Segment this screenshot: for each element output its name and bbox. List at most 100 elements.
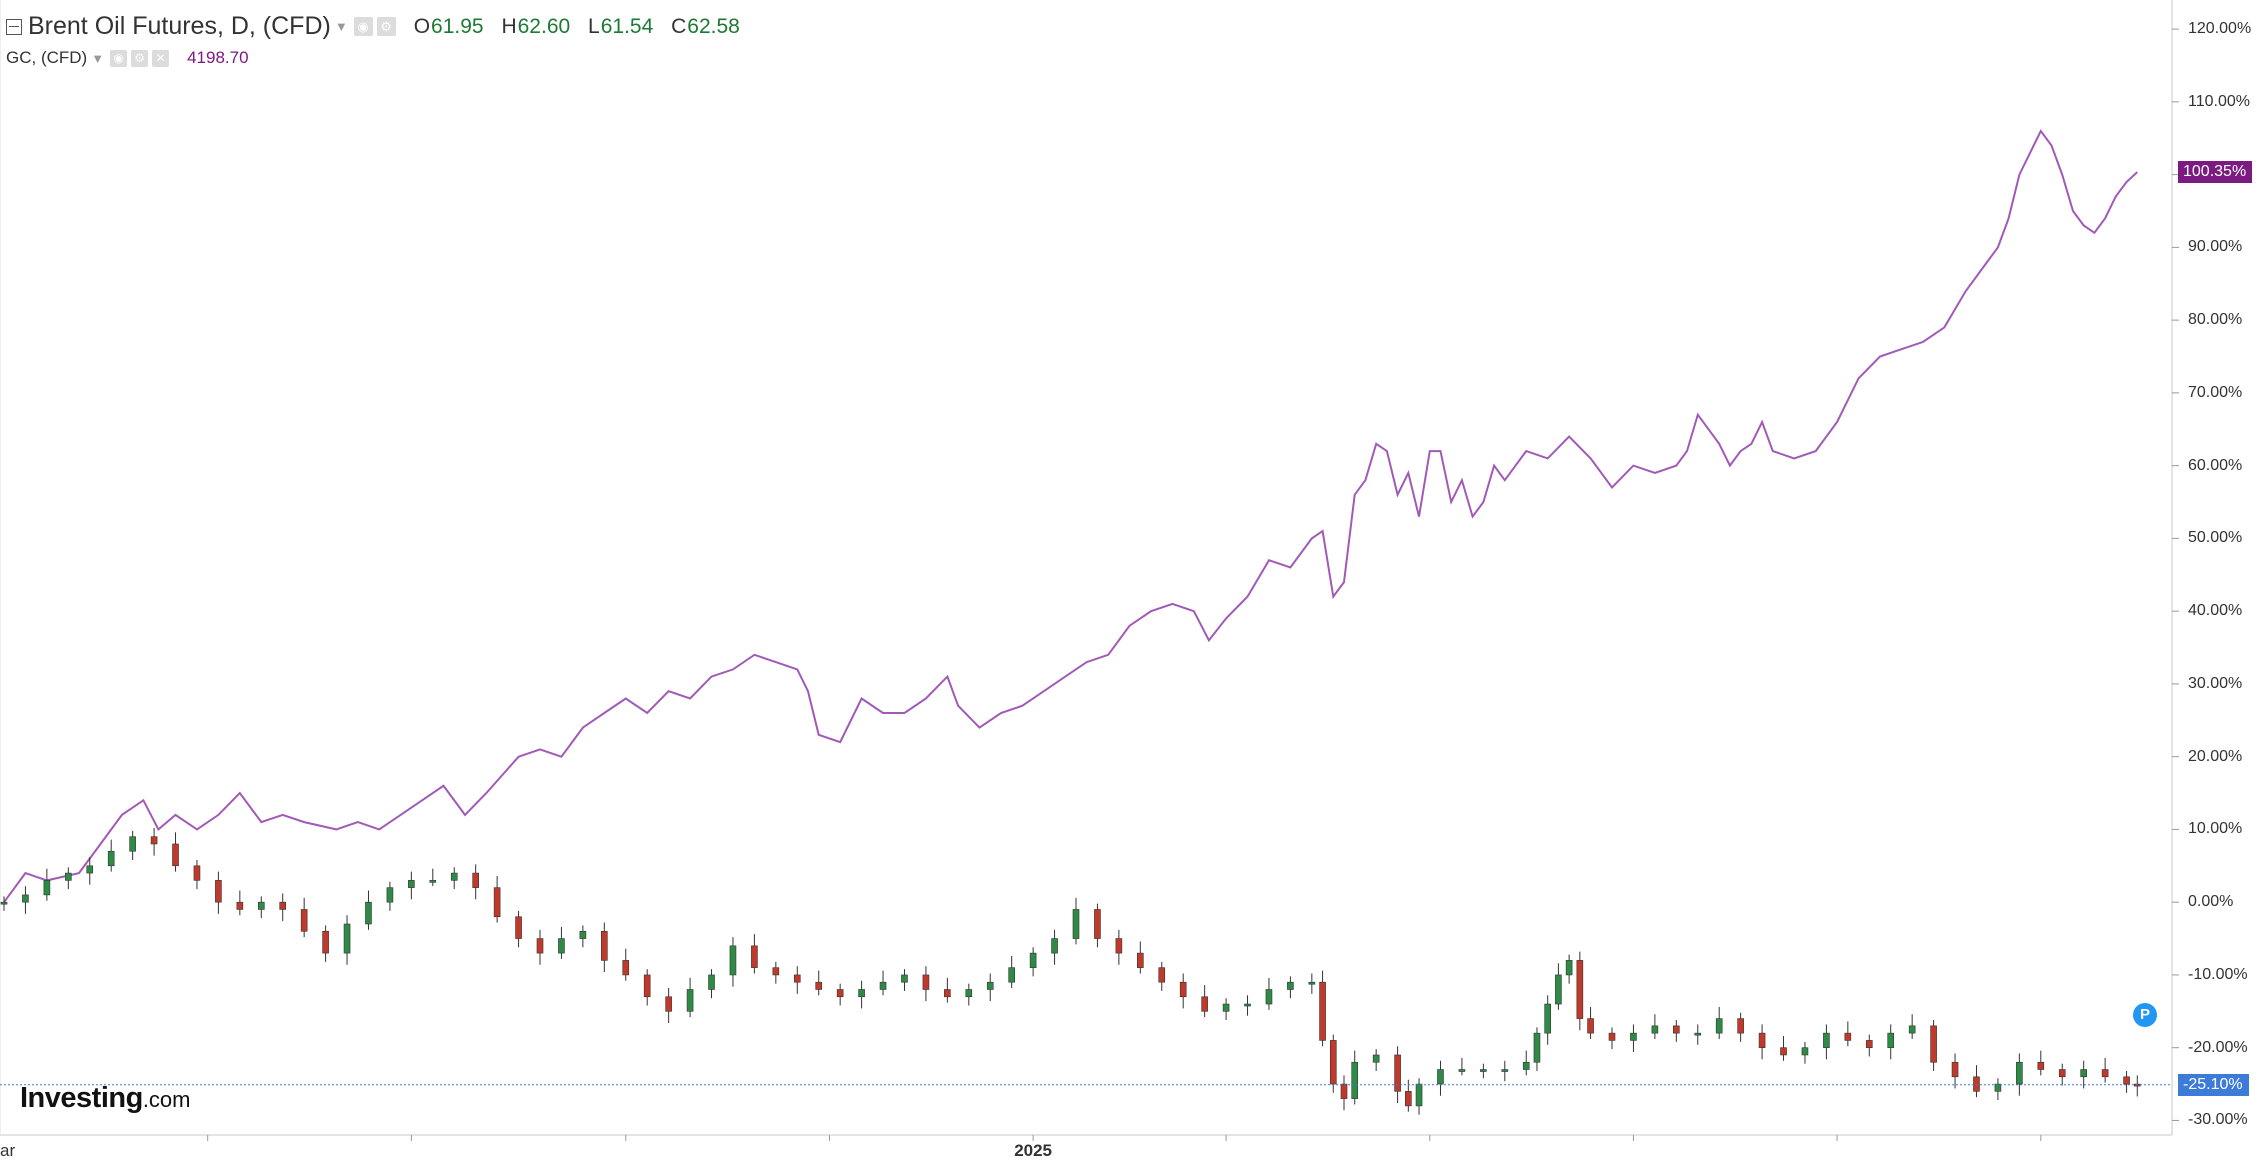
brent-candle (2101, 1069, 2109, 1078)
brent-candle (1265, 989, 1273, 1005)
x-tick-label: ar (0, 1141, 16, 1160)
y-tick-label: 60.00% (2188, 456, 2243, 474)
investing-logo: Investing.com (20, 1082, 191, 1115)
brent-candle (2123, 1076, 2130, 1085)
low-value: 61.54 (600, 14, 654, 38)
brent-candle (1201, 996, 1208, 1012)
brent-candle (1480, 1069, 1487, 1072)
gold-series-value: 4198.70 (187, 48, 249, 67)
y-tick-label: 110.00% (2188, 92, 2250, 110)
main-series-title: Brent Oil Futures, D, (CFD) (28, 12, 331, 40)
brent-candle (450, 872, 458, 881)
brent-candle (729, 945, 737, 976)
brent-candle (558, 938, 565, 954)
collapse-icon[interactable] (6, 18, 22, 35)
gold-series-line (3, 129, 2138, 903)
brent-candle (1565, 960, 1573, 976)
y-tick-label: 50.00% (2188, 529, 2243, 547)
gear-icon[interactable]: ⚙ (376, 17, 396, 36)
brent-candle (1973, 1076, 1980, 1092)
brent-candle (986, 981, 994, 990)
brent-candle (65, 872, 72, 881)
brent-candle (129, 836, 136, 852)
brent-candle (579, 930, 587, 939)
brent-candle (1908, 1025, 1916, 1034)
brent-candle (901, 974, 908, 983)
p-marker-icon[interactable]: P (2133, 1003, 2157, 1027)
brent-candle (1951, 1061, 1959, 1078)
brent-candle (1930, 1025, 1937, 1063)
brent-candle (622, 960, 630, 976)
brent-candle (1715, 1018, 1723, 1034)
gear-icon[interactable]: ⚙ (131, 49, 149, 67)
brent-candle (751, 945, 758, 968)
brent-candle (2037, 1061, 2045, 1070)
brent-candle (43, 880, 51, 896)
brent-candle (1608, 1032, 1616, 1041)
brent-candle (944, 989, 951, 998)
high-label: H (501, 14, 517, 38)
brent-candle (601, 930, 608, 961)
caret-down-icon[interactable]: ▼ (334, 19, 348, 34)
brent-candle (0, 901, 8, 905)
y-tick-label: 80.00% (2188, 311, 2243, 329)
brent-candle (150, 836, 158, 845)
brent-candle (1544, 1003, 1551, 1034)
brent-candle (1072, 909, 1080, 939)
brent-candle (1576, 960, 1584, 1019)
brent-candle (879, 981, 887, 990)
brent-candle (1437, 1069, 1444, 1085)
brent-candle (1351, 1061, 1359, 1099)
brent-candle (1630, 1032, 1637, 1041)
brent-candle (279, 901, 287, 910)
brent-candle (86, 865, 94, 874)
brent-candle (686, 989, 694, 1012)
caret-down-icon[interactable]: ▼ (91, 50, 105, 66)
brent-candle (965, 989, 973, 998)
brent-candle (1094, 909, 1101, 939)
y-tick-label: 120.00% (2188, 20, 2252, 38)
brent-candle (2058, 1069, 2066, 1078)
brent-candle (1673, 1025, 1680, 1034)
gold-series-title: GC, (CFD) (6, 48, 88, 67)
brent-candle (1533, 1032, 1541, 1063)
brent-candle (472, 872, 479, 888)
y-tick-label: 20.00% (2188, 747, 2243, 765)
brent-candle (1319, 981, 1326, 1041)
brent-candle (665, 996, 672, 1012)
brent-candle (193, 865, 201, 881)
brent-candle (1405, 1091, 1412, 1107)
y-tick-label: 30.00% (2188, 674, 2243, 692)
brent-candle (1372, 1054, 1380, 1063)
brent-candle (1158, 967, 1166, 983)
brent-candle (322, 930, 329, 954)
brent-candle (1244, 1003, 1251, 1007)
brent-candle (1137, 952, 1144, 968)
brent-candle (1287, 981, 1294, 990)
brent-candle (172, 843, 179, 867)
brent-candle (1394, 1054, 1401, 1092)
brent-candle (1308, 981, 1316, 985)
close-label: C (671, 14, 687, 38)
brent-candle (815, 981, 823, 990)
brent-candle (1179, 981, 1187, 998)
eye-icon[interactable]: ◉ (353, 17, 373, 36)
close-icon[interactable]: ✕ (152, 49, 170, 67)
brent-candle (515, 916, 522, 939)
brent-candle (922, 974, 930, 990)
brent-candle (1051, 938, 1058, 954)
brent-candle (1737, 1018, 1744, 1034)
brent-candle (1115, 938, 1123, 954)
brent-candle (1887, 1032, 1895, 1048)
brent-candle (1222, 1003, 1230, 1012)
y-tick-label: -20.00% (2188, 1038, 2248, 1056)
brent-candle (2016, 1061, 2023, 1085)
y-tick-label: 40.00% (2188, 602, 2243, 620)
eye-icon[interactable]: ◉ (110, 49, 128, 67)
y-tick-label: 70.00% (2188, 383, 2243, 401)
main-series-legend: Brent Oil Futures, D, (CFD) ▼ ◉ ⚙ O61.95… (6, 12, 752, 41)
high-value: 62.60 (517, 14, 571, 38)
brent-candle (343, 923, 351, 954)
